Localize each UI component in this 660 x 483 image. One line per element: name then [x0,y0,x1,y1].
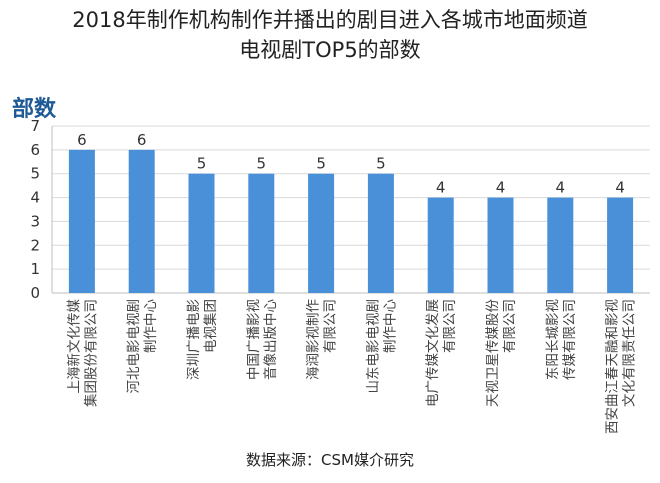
data-label: 5 [257,155,267,173]
y-tick-label: 0 [30,284,40,302]
bar [248,173,275,293]
bar [427,197,454,293]
bar [308,173,335,293]
bar [487,197,514,293]
x-tick-label: 有限公司 [502,299,518,353]
bar [607,197,634,293]
x-tick-label: 中国广播影视 [246,299,262,380]
x-tick-label: 东阳长城影视 [545,299,561,380]
x-tick-label: 文化有限责任公司 [622,299,638,407]
data-label: 5 [316,155,326,173]
y-tick-label: 2 [30,236,40,254]
x-tick-label: 深圳广播电影 [186,299,202,380]
y-tick-label: 4 [30,189,40,207]
x-tick-label: 集团股份有限公司 [83,299,99,407]
data-label: 4 [436,179,446,197]
data-label: 4 [615,179,625,197]
x-tick-label: 山东电影电视剧 [365,299,381,394]
x-tick-label: 传媒有限公司 [562,299,578,380]
data-label: 4 [496,179,506,197]
x-tick-label: 音像出版中心 [262,299,279,380]
x-tick-label: 天视卫星传媒股份 [485,299,501,407]
bar [547,197,574,293]
x-tick-label: 制作中心 [382,299,398,353]
data-label: 6 [137,131,147,149]
data-label: 5 [376,155,386,173]
x-tick-label: 河北电影电视剧 [126,299,142,394]
bar [68,149,95,293]
bar [367,173,394,293]
y-tick-label: 7 [30,117,40,135]
x-tick-label: 海润影视制作 [306,299,322,380]
bar [128,149,155,293]
bar [188,173,215,293]
x-tick-label: 电视集团 [203,299,219,353]
chart-title-line1: 2018年制作机构制作并播出的剧目进入各城市地面频道 [72,8,588,32]
data-label: 6 [77,131,87,149]
x-tick-label: 制作中心 [143,299,159,353]
data-label: 5 [197,155,207,173]
y-tick-label: 3 [30,212,40,230]
x-tick-label: 电广传媒文化发展 [425,299,441,407]
y-tick-label: 1 [30,260,40,278]
y-tick-label: 5 [30,165,40,183]
x-tick-label: 有限公司 [323,299,339,353]
x-tick-label: 有限公司 [442,299,458,353]
chart-title-line2: 电视剧TOP5的部数 [239,38,421,62]
y-tick-label: 6 [30,141,40,159]
data-source: 数据来源：CSM媒介研究 [246,451,414,469]
y-axis-label: 部数 [12,97,57,122]
data-label: 4 [556,179,566,197]
x-tick-label: 西安曲江春天融和影视 [605,299,621,434]
x-tick-label: 上海新文化传媒 [66,299,82,394]
